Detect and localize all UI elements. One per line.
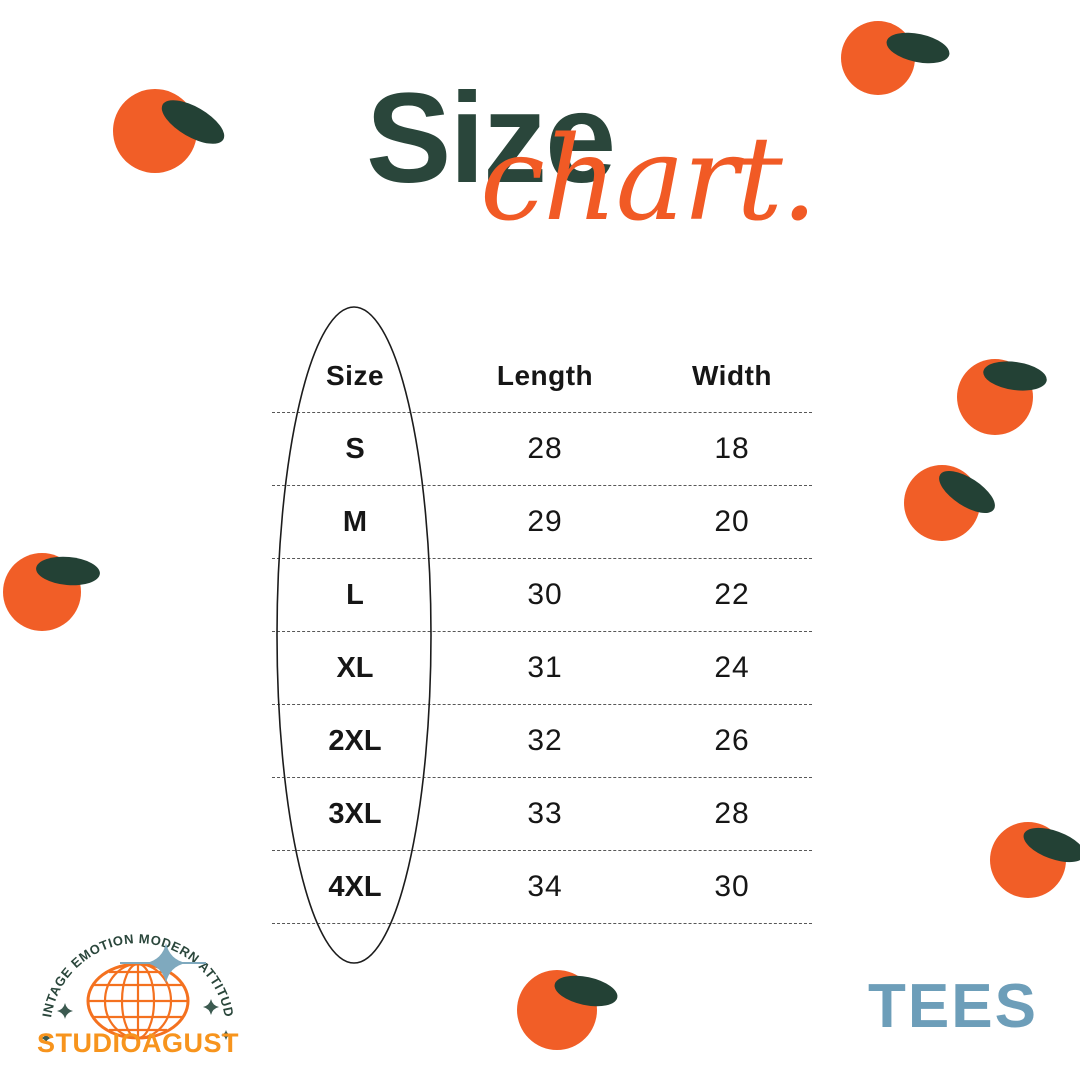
orange-fruit-icon <box>904 462 1002 541</box>
studio-logo: VINTAGE EMOTION MODERN ATTITUDE STUD <box>32 903 239 1055</box>
size-label: 4XL <box>328 870 382 903</box>
table-row: 3XL 33 28 <box>272 778 812 851</box>
column-header-size: Size <box>325 360 385 391</box>
size-label: 3XL <box>328 797 382 830</box>
table-row: S 28 18 <box>272 413 812 486</box>
size-label: M <box>342 505 368 538</box>
length-value: 33 <box>527 797 563 830</box>
width-value: 22 <box>714 578 750 611</box>
width-value: 28 <box>714 797 750 830</box>
orange-fruit-icon <box>113 89 231 173</box>
globe-icon <box>86 962 190 1040</box>
orange-fruit-icon <box>3 553 102 631</box>
table-row: XL 31 24 <box>272 632 812 705</box>
orange-fruit-icon <box>841 21 953 95</box>
width-value: 20 <box>714 505 750 538</box>
size-table: Size Length Width S 28 18 M 29 20 L 30 2… <box>272 340 812 924</box>
column-header-length: Length <box>496 360 594 391</box>
product-label: TEES <box>868 972 1038 1041</box>
width-value: 18 <box>714 432 750 465</box>
page-subtitle-script: chart. <box>480 112 818 247</box>
orange-fruit-icon <box>957 357 1049 435</box>
sparkle-star-icon <box>120 943 206 983</box>
length-value: 28 <box>527 432 563 465</box>
size-label: 2XL <box>328 724 382 757</box>
page-title: Size <box>366 67 616 210</box>
size-label: S <box>345 432 365 465</box>
width-value: 30 <box>714 870 750 903</box>
length-value: 31 <box>527 651 563 684</box>
orange-fruit-icon <box>990 820 1080 898</box>
length-value: 34 <box>527 870 563 903</box>
length-value: 29 <box>527 505 563 538</box>
logo-brand-name: STUDIOAGUST <box>37 1028 239 1055</box>
table-row: 4XL 34 30 <box>272 851 812 924</box>
table-row: L 30 22 <box>272 559 812 632</box>
sparkle-icon <box>41 999 231 1043</box>
column-header-width: Width <box>692 360 772 391</box>
orange-fruit-icon <box>517 970 621 1050</box>
size-label: L <box>346 578 364 611</box>
table-header-row: Size Length Width <box>272 340 812 413</box>
length-value: 32 <box>527 724 563 757</box>
width-value: 26 <box>714 724 750 757</box>
table-row: 2XL 32 26 <box>272 705 812 778</box>
size-label: XL <box>336 651 374 684</box>
width-value: 24 <box>714 651 750 684</box>
length-value: 30 <box>527 578 563 611</box>
table-row: M 29 20 <box>272 486 812 559</box>
